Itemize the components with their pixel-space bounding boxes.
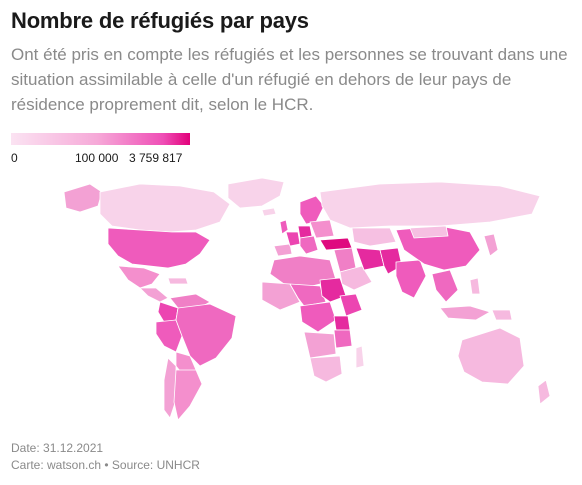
region-indonesia[interactable] — [439, 305, 491, 321]
legend-gradient-bar — [11, 133, 190, 145]
region-papua[interactable] — [491, 309, 513, 321]
region-west-africa[interactable] — [261, 281, 301, 311]
region-iceland[interactable] — [261, 207, 277, 217]
region-central-africa[interactable] — [299, 301, 337, 333]
legend-mid-label: 100 000 — [75, 151, 119, 165]
region-chile[interactable] — [163, 357, 177, 419]
region-australia[interactable] — [457, 327, 525, 385]
region-eastern-europe[interactable] — [309, 219, 335, 239]
region-madagascar[interactable] — [355, 345, 365, 369]
chart-footer: Date: 31.12.2021 Carte: watson.ch • Sour… — [11, 440, 200, 474]
chart-subtitle: Ont été pris en compte les réfugiés et l… — [11, 45, 568, 114]
region-uk[interactable] — [279, 219, 289, 235]
region-south-africa[interactable] — [309, 355, 343, 383]
region-russia[interactable] — [319, 181, 541, 229]
region-colombia[interactable] — [157, 301, 179, 323]
region-new-zealand[interactable] — [537, 379, 551, 405]
region-tanzania[interactable] — [333, 329, 353, 349]
region-italy[interactable] — [299, 235, 319, 255]
chart-title: Nombre de réfugiés par pays — [11, 8, 309, 33]
date-note: Date: 31.12.2021 — [11, 441, 104, 455]
legend-min-label: 0 — [11, 151, 18, 165]
region-united-states[interactable] — [107, 227, 211, 269]
region-uganda[interactable] — [333, 315, 351, 331]
region-spain[interactable] — [273, 243, 293, 257]
region-brazil[interactable] — [175, 303, 237, 367]
region-philippines[interactable] — [469, 277, 481, 295]
region-alaska[interactable] — [63, 183, 103, 213]
source-note: Carte: watson.ch • Source: UNHCR — [11, 458, 200, 472]
region-india[interactable] — [395, 259, 427, 299]
legend-max-label: 3 759 817 — [129, 151, 183, 165]
region-japan[interactable] — [483, 233, 499, 257]
region-ethiopia[interactable] — [339, 293, 363, 317]
world-map — [63, 177, 551, 421]
region-mexico[interactable] — [117, 265, 161, 289]
region-sudan[interactable] — [319, 277, 347, 303]
color-legend: 0 100 000 3 759 817 — [11, 133, 191, 167]
region-canada[interactable] — [99, 183, 231, 233]
region-central-asia[interactable] — [351, 227, 397, 247]
region-central-america[interactable] — [139, 287, 169, 303]
region-greenland[interactable] — [227, 177, 285, 209]
region-caribbean[interactable] — [167, 277, 189, 285]
region-southern-central-africa[interactable] — [303, 331, 337, 359]
region-scandinavia[interactable] — [299, 195, 325, 225]
region-argentina[interactable] — [173, 369, 203, 421]
region-mongolia[interactable] — [409, 225, 449, 239]
region-southeast-asia[interactable] — [431, 269, 459, 303]
